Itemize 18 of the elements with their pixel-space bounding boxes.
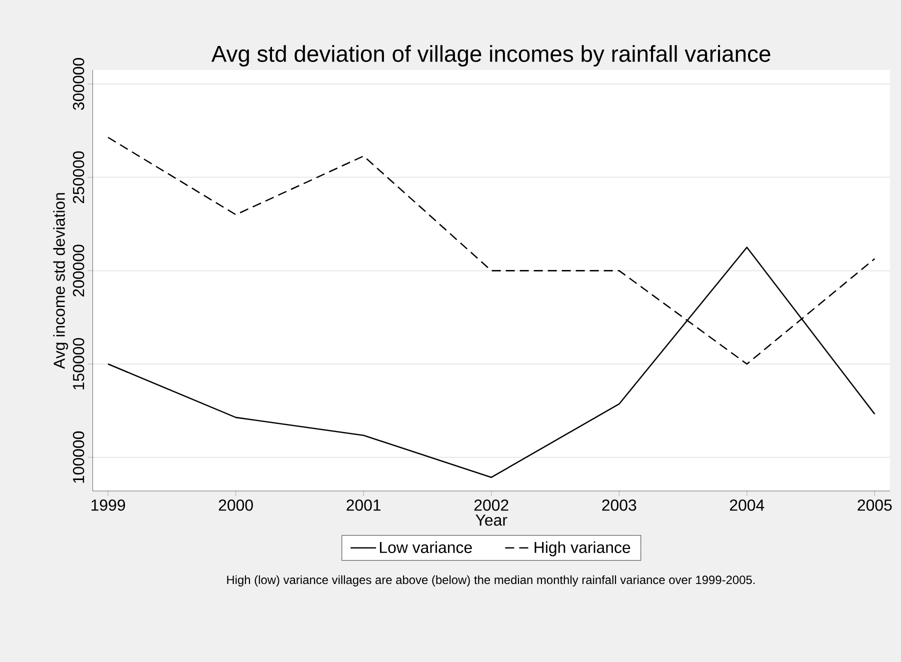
- y-tick-label: 150000: [72, 338, 84, 390]
- x-tick-label: 1999: [92, 500, 126, 511]
- x-axis-title: Year: [476, 514, 508, 526]
- y-tick-label: 100000: [72, 431, 84, 483]
- x-tick-label: 2001: [346, 500, 381, 511]
- legend-label: Low variance: [380, 541, 472, 554]
- x-tick-label: 2005: [858, 500, 892, 511]
- x-tick-label: 2004: [730, 500, 764, 511]
- y-tick-label: 250000: [72, 151, 84, 204]
- legend-label: High variance: [534, 541, 630, 556]
- y-axis-title: Avg income std deviation: [53, 193, 68, 369]
- x-tick-label: 2003: [602, 500, 636, 511]
- text: High (low) variance villages are above (below) the median monthly rainfall variance over 1999-2005.: [227, 575, 755, 586]
- chart-title: Avg std deviation of village incomes by rainfall variance: [211, 45, 770, 66]
- y-tick-label: 300000: [72, 58, 84, 110]
- x-tick-label: 2000: [218, 500, 253, 511]
- y-tick-label: 200000: [72, 244, 84, 296]
- x-tick-label: 2002: [474, 500, 508, 511]
